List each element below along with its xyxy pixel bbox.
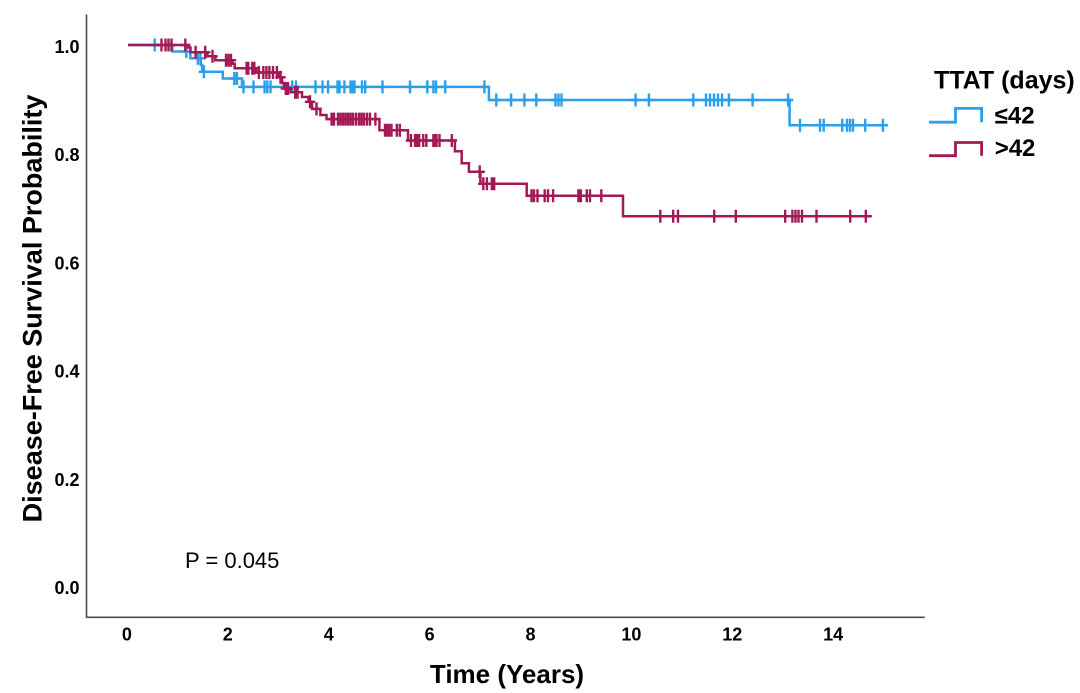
svg-text:0: 0 — [122, 625, 132, 645]
svg-text:1.0: 1.0 — [54, 37, 79, 57]
svg-text:8: 8 — [525, 625, 535, 645]
svg-text:0.4: 0.4 — [54, 362, 79, 382]
svg-text:Disease-Free Survival Probabil: Disease-Free Survival Probability — [18, 95, 48, 523]
svg-text:0.6: 0.6 — [54, 253, 79, 273]
svg-text:0.8: 0.8 — [54, 145, 79, 165]
svg-text:4: 4 — [324, 625, 334, 645]
svg-text:Time (Years): Time (Years) — [430, 659, 584, 689]
svg-text:6: 6 — [425, 625, 435, 645]
svg-text:2: 2 — [223, 625, 233, 645]
svg-text:14: 14 — [823, 625, 843, 645]
svg-text:10: 10 — [621, 625, 641, 645]
svg-text:0.0: 0.0 — [54, 578, 79, 598]
svg-text:P = 0.045: P = 0.045 — [185, 548, 279, 573]
svg-text:≤42: ≤42 — [995, 103, 1035, 130]
svg-text:0.2: 0.2 — [54, 470, 79, 490]
svg-text:12: 12 — [722, 625, 742, 645]
svg-text:>42: >42 — [995, 135, 1036, 162]
svg-text:TTAT (days): TTAT (days) — [934, 67, 1075, 95]
